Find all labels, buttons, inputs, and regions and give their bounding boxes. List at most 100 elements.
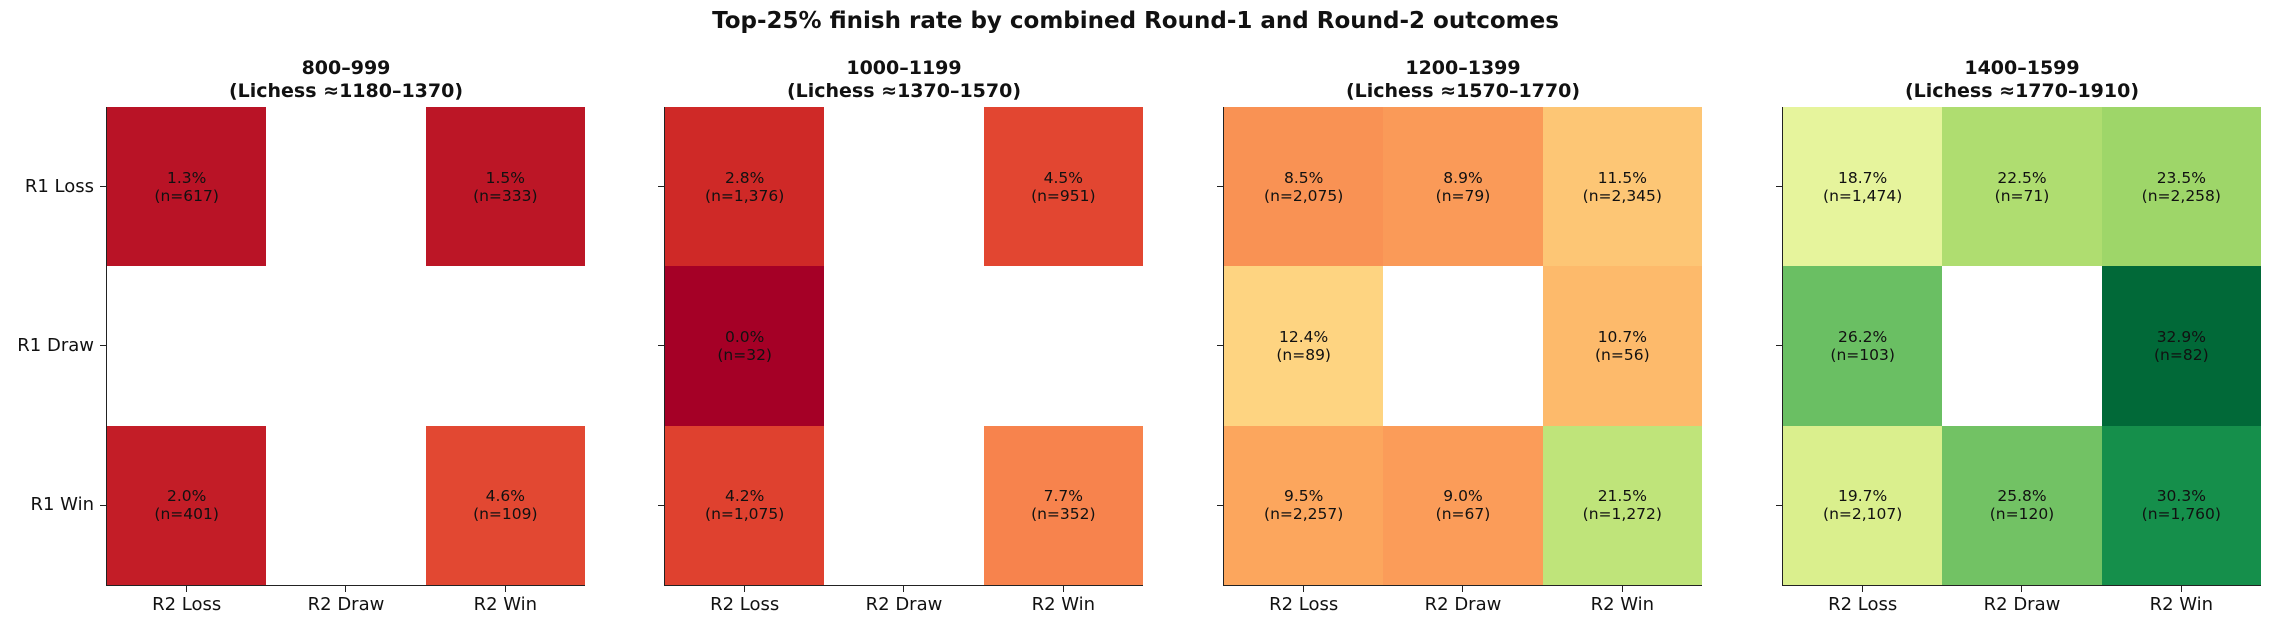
cell-rate-label: 0.0% <box>724 327 765 346</box>
x-axis-line <box>1782 585 2261 586</box>
y-tick-mark <box>100 185 106 187</box>
x-tick-mark <box>1462 586 1464 592</box>
x-tick-mark <box>2180 586 2182 592</box>
heatmap-cell: 12.4% (n=89) <box>1224 266 1384 426</box>
x-tick-label: R2 Loss <box>1269 594 1339 615</box>
x-axis-line <box>1223 585 1702 586</box>
x-tick-mark <box>1861 586 1863 592</box>
cell-rate-label: 9.5% <box>1283 487 1324 506</box>
cell-rate-label: 30.3% <box>2156 487 2206 506</box>
heatmap-cell: 1.5% (n=333) <box>425 107 585 267</box>
x-tick-label: R2 Win <box>2149 594 2214 615</box>
panel-title: 1200–1399 (Lichess ≈1570–1770) <box>1345 57 1581 102</box>
heatmap-cell: 4.2% (n=1,075) <box>665 425 825 585</box>
cell-count-label: (n=2,257) <box>1264 505 1344 524</box>
cell-rate-label: 23.5% <box>2156 168 2206 187</box>
x-tick-mark <box>2021 586 2023 592</box>
cell-count-label: (n=56) <box>1595 345 1650 364</box>
cell-rate-label: 11.5% <box>1597 168 1647 187</box>
cell-count-label: (n=89) <box>1276 345 1331 364</box>
cell-count-label: (n=617) <box>154 186 219 205</box>
y-tick-label: R1 Draw <box>17 335 94 356</box>
heatmap-cell: 23.5% (n=2,258) <box>2101 107 2261 267</box>
heatmap-cell: 8.9% (n=79) <box>1383 107 1543 267</box>
y-axis-line <box>106 107 107 586</box>
heatmap-cell: 1.3% (n=617) <box>107 107 267 267</box>
cell-rate-label: 25.8% <box>1997 487 2047 506</box>
heatmap-cell: 10.7% (n=56) <box>1542 266 1702 426</box>
x-tick-mark <box>1302 586 1304 592</box>
cell-rate-label: 2.0% <box>166 487 207 506</box>
cell-rate-label: 21.5% <box>1597 487 1647 506</box>
cell-count-label: (n=79) <box>1435 186 1491 205</box>
heatmap-cell: 18.7% (n=1,474) <box>1783 107 1943 267</box>
x-axis-line <box>664 585 1143 586</box>
y-tick-mark <box>1776 504 1782 506</box>
heatmap-cell: 9.5% (n=2,257) <box>1224 425 1384 585</box>
y-tick-mark <box>658 345 664 347</box>
heatmap-cell: 11.5% (n=2,345) <box>1542 107 1702 267</box>
cell-count-label: (n=2,075) <box>1264 186 1344 205</box>
cell-count-label: (n=2,107) <box>1823 505 1903 524</box>
panel-title: 1400–1599 (Lichess ≈1770–1910) <box>1904 57 2140 102</box>
heatmap-plot-area: 1.3% (n=617) 1.5% (n=333) 2.0% (n=401) 4.6% (n=… <box>107 107 585 585</box>
cell-rate-label: 2.8% <box>724 168 765 187</box>
cell-rate-label: 7.7% <box>1043 487 1084 506</box>
cell-rate-label: 32.9% <box>2156 327 2206 346</box>
cell-count-label: (n=401) <box>154 505 219 524</box>
x-tick-label: R2 Draw <box>1424 594 1502 615</box>
y-tick-label: R1 Loss <box>24 175 94 197</box>
cell-rate-label: 22.5% <box>1997 168 2047 187</box>
cell-rate-label: 10.7% <box>1597 327 1647 346</box>
y-tick-mark <box>100 345 106 347</box>
y-tick-label: R1 Win <box>30 494 95 516</box>
heatmap-cell: 30.3% (n=1,760) <box>2101 425 2261 585</box>
cell-rate-label: 4.5% <box>1043 168 1084 187</box>
heatmap-cell: 2.8% (n=1,376) <box>665 107 825 267</box>
x-tick-mark <box>504 586 506 592</box>
heatmap-cell: 19.7% (n=2,107) <box>1783 425 1943 585</box>
y-tick-mark <box>658 504 664 506</box>
cell-count-label: (n=82) <box>2154 345 2209 364</box>
x-tick-label: R2 Loss <box>152 594 222 615</box>
cell-count-label: (n=1,376) <box>705 186 785 205</box>
figure-title: Top-25% finish rate by combined Round-1 … <box>712 8 1559 34</box>
y-tick-mark <box>100 504 106 506</box>
cell-count-label: (n=67) <box>1435 505 1491 524</box>
x-tick-mark <box>903 586 905 592</box>
cell-rate-label: 1.5% <box>485 168 526 187</box>
y-tick-mark <box>1217 185 1223 187</box>
heatmap-cell: 26.2% (n=103) <box>1783 266 1943 426</box>
cell-count-label: (n=2,258) <box>2141 186 2221 205</box>
heatmap-cell: 25.8% (n=120) <box>1942 425 2102 585</box>
cell-rate-label: 9.0% <box>1443 487 1483 506</box>
cell-rate-label: 12.4% <box>1279 327 1329 346</box>
cell-rate-label: 4.6% <box>485 487 526 506</box>
heatmap-cell: 4.6% (n=109) <box>425 425 585 585</box>
x-tick-mark <box>185 586 187 592</box>
cell-count-label: (n=32) <box>717 345 772 364</box>
cell-count-label: (n=1,272) <box>1582 505 1662 524</box>
x-tick-label: R2 Win <box>1590 594 1655 615</box>
cell-count-label: (n=2,345) <box>1582 186 1662 205</box>
cell-rate-label: 8.5% <box>1283 168 1324 187</box>
heatmap-cell: 8.5% (n=2,075) <box>1224 107 1384 267</box>
cell-rate-label: 8.9% <box>1443 168 1483 187</box>
heatmap-cell: 2.0% (n=401) <box>107 425 267 585</box>
x-tick-mark <box>1621 586 1623 592</box>
cell-count-label: (n=1,474) <box>1823 186 1903 205</box>
y-tick-mark <box>1776 185 1782 187</box>
cell-rate-label: 26.2% <box>1838 327 1888 346</box>
x-tick-label: R2 Draw <box>307 594 385 615</box>
cell-count-label: (n=120) <box>1989 505 2055 524</box>
cell-count-label: (n=951) <box>1031 186 1096 205</box>
cell-count-label: (n=71) <box>1994 186 2050 205</box>
cell-count-label: (n=333) <box>473 186 538 205</box>
panel-title: 800–999 (Lichess ≈1180–1370) <box>228 57 464 102</box>
heatmap-plot-area: 2.8% (n=1,376) 4.5% (n=951) 0.0% (n=32) 4.2% (n… <box>665 107 1143 585</box>
heatmap-plot-area: 18.7% (n=1,474) 22.5% (n=71) 23.5% (n=2,258) 2… <box>1783 107 2261 585</box>
y-axis-line <box>664 107 665 586</box>
heatmap-cell: 22.5% (n=71) <box>1942 107 2102 267</box>
cell-count-label: (n=109) <box>473 505 538 524</box>
cell-count-label: (n=1,760) <box>2141 505 2221 524</box>
